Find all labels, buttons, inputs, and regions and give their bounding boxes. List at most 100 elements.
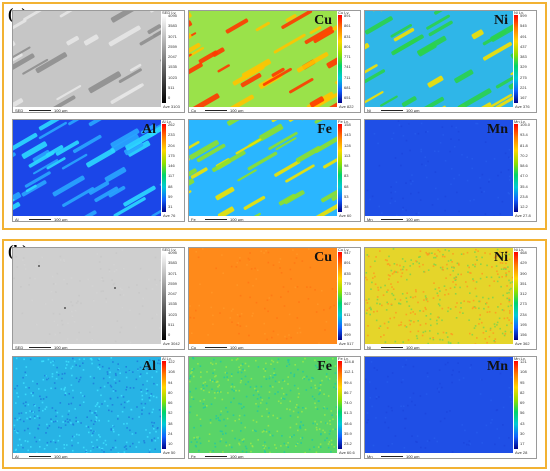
colorbar-tick-label: 0 (168, 332, 171, 337)
colorbar-tick-label: 70.2 (520, 152, 528, 158)
colorbar-header: Fe Lv. (338, 119, 349, 124)
colorbar-tick-label: 66 (168, 400, 173, 405)
map-tile-ni: Ni Ni Lv. 599 545 491 437 383 329 275 221 167 Ave 3… (364, 10, 537, 113)
colorbar-tick-label: 4095 (168, 250, 177, 255)
map-tile-fe: Fe Fe Lv. 158 143 128 113 98 83 68 53 38 Ave 60 Fe 10… (188, 119, 361, 222)
element-map-image (189, 120, 337, 216)
colorbar-tick-label: 779 (344, 280, 351, 286)
map-footer: SED 100 μm (13, 344, 161, 350)
scale-bar (29, 456, 51, 457)
colorbar-tick-label: 143 (344, 132, 351, 138)
element-map-image (189, 11, 337, 107)
scale-bar-label: 100 μm (54, 345, 68, 350)
colorbar-tick-label: 48.6 (344, 420, 352, 426)
colorbar-ticks: 105.0 93.4 81.8 70.2 58.6 47.0 35.4 23.8 12.2 (520, 123, 530, 209)
colorbar-tick-label: 429 (520, 260, 527, 266)
colorbar-tick-label: 3071 (168, 33, 177, 39)
colorbar-tick-label: 156 (520, 332, 527, 337)
colorbar-tick-label: 30 (520, 430, 525, 436)
average-value: Ave 376 (515, 104, 530, 109)
colorbar-tick-label: 43 (520, 420, 525, 426)
map-footer: Mn 100 μm (365, 216, 513, 221)
average-value: Ave 60.6 (339, 450, 355, 455)
signal-name: Cu (191, 108, 197, 113)
colorbar-tick-label: 86.7 (344, 389, 352, 395)
element-label: Ni (494, 250, 508, 265)
colorbar-tick-label: 2559 (168, 43, 177, 49)
colorbar-tick-label: 121 (520, 359, 527, 364)
colorbar-tick-label: 499 (344, 332, 351, 337)
colorbar-tick-label: 555 (344, 321, 351, 327)
colorbar-tick-label: 545 (520, 23, 527, 29)
colorbar-tick-label: 88 (168, 183, 173, 189)
panel-b: (b) SED Lv.40953583307125592047153510235… (2, 239, 547, 469)
scale-bar-label: 100 μm (230, 108, 244, 113)
scale-bar (205, 219, 227, 220)
colorbar-tick-label: 312 (520, 291, 527, 296)
element-map-image (13, 120, 161, 216)
signal-name: Fe (191, 454, 196, 459)
colorbar-header: Al Lv. (162, 356, 172, 361)
colorbar-tick-label: 83 (344, 173, 349, 179)
colorbar-tick-label: 95 (520, 379, 525, 385)
average-value: Ave 76 (163, 213, 176, 218)
colorbar (162, 252, 166, 340)
colorbar (338, 15, 342, 103)
average-value: Ave 27.8 (515, 213, 531, 218)
colorbar-header: Cu Lv. (338, 247, 350, 252)
colorbar-tick-label: 262 (168, 122, 175, 127)
scale-bar (381, 456, 403, 457)
colorbar (514, 15, 518, 103)
colorbar-tick-label: 195 (520, 321, 527, 327)
colorbar-ticks: 947 891 835 779 723 667 611 555 499 (344, 251, 351, 337)
average-value: Ave 3042 (163, 341, 180, 346)
colorbar (338, 252, 342, 340)
colorbar-tick-label: 1535 (168, 64, 177, 70)
colorbar-tick-label: 23.8 (520, 193, 528, 199)
colorbar-header: Fe Lv. (338, 356, 349, 361)
scale-bar (205, 456, 227, 457)
element-map-image (365, 357, 513, 453)
colorbar-tick-label: 146 (168, 163, 175, 168)
colorbar-ticks: 891 861 831 801 771 741 711 681 651 (344, 14, 351, 100)
colorbar-tick-label: 35.9 (344, 430, 352, 436)
colorbar-tick-label: 38 (344, 204, 349, 209)
map-footer: Ni 100 μm (365, 107, 513, 112)
colorbar-tick-label: 167 (520, 95, 527, 100)
colorbar-tick-label: 491 (520, 33, 527, 39)
scale-bar-label: 100 μm (54, 217, 68, 222)
colorbar (162, 15, 166, 103)
colorbar-tick-label: 99.4 (344, 379, 352, 385)
colorbar-tick-label: 771 (344, 54, 351, 59)
map-footer: Fe 100 μm (189, 216, 337, 222)
average-value: Ave 28 (515, 450, 528, 455)
scale-bar (29, 110, 51, 111)
colorbar (162, 361, 166, 449)
colorbar-tick-label: 80 (168, 389, 173, 395)
signal-name: Ni (367, 345, 371, 350)
average-value: Ave 3103 (163, 104, 180, 109)
colorbar-tick-label: 801 (344, 43, 351, 49)
colorbar-tick-label: 58.6 (520, 163, 528, 168)
colorbar-tick-label: 0 (168, 95, 171, 100)
colorbar-tick-label: 831 (344, 33, 351, 39)
scale-bar (29, 219, 51, 220)
colorbar (514, 252, 518, 340)
colorbar-header: Ni Lv. (514, 10, 524, 15)
colorbar-tick-label: 61.3 (344, 410, 352, 416)
colorbar-ticks: 121 108 95 82 69 56 43 30 17 (520, 360, 527, 446)
signal-name: Fe (191, 217, 196, 222)
element-map-image (13, 357, 161, 453)
map-tile-al: Al Al Lv. 262 233 204 175 146 117 88 59 31 Ave 76 Al… (12, 119, 185, 222)
colorbar-tick-label: 112.1 (344, 369, 354, 375)
colorbar-tick-label: 158 (344, 122, 351, 127)
colorbar-tick-label: 17 (520, 441, 525, 446)
colorbar-tick-label: 711 (344, 74, 351, 80)
colorbar-tick-label: 233 (168, 132, 175, 138)
scale-bar (381, 219, 403, 220)
colorbar-tick-label: 2047 (168, 291, 177, 296)
element-map-image (13, 248, 161, 344)
colorbar-header: SED Lv. (162, 10, 177, 15)
colorbar (514, 361, 518, 449)
colorbar-ticks: 468 429 390 351 312 273 234 195 156 (520, 251, 527, 337)
